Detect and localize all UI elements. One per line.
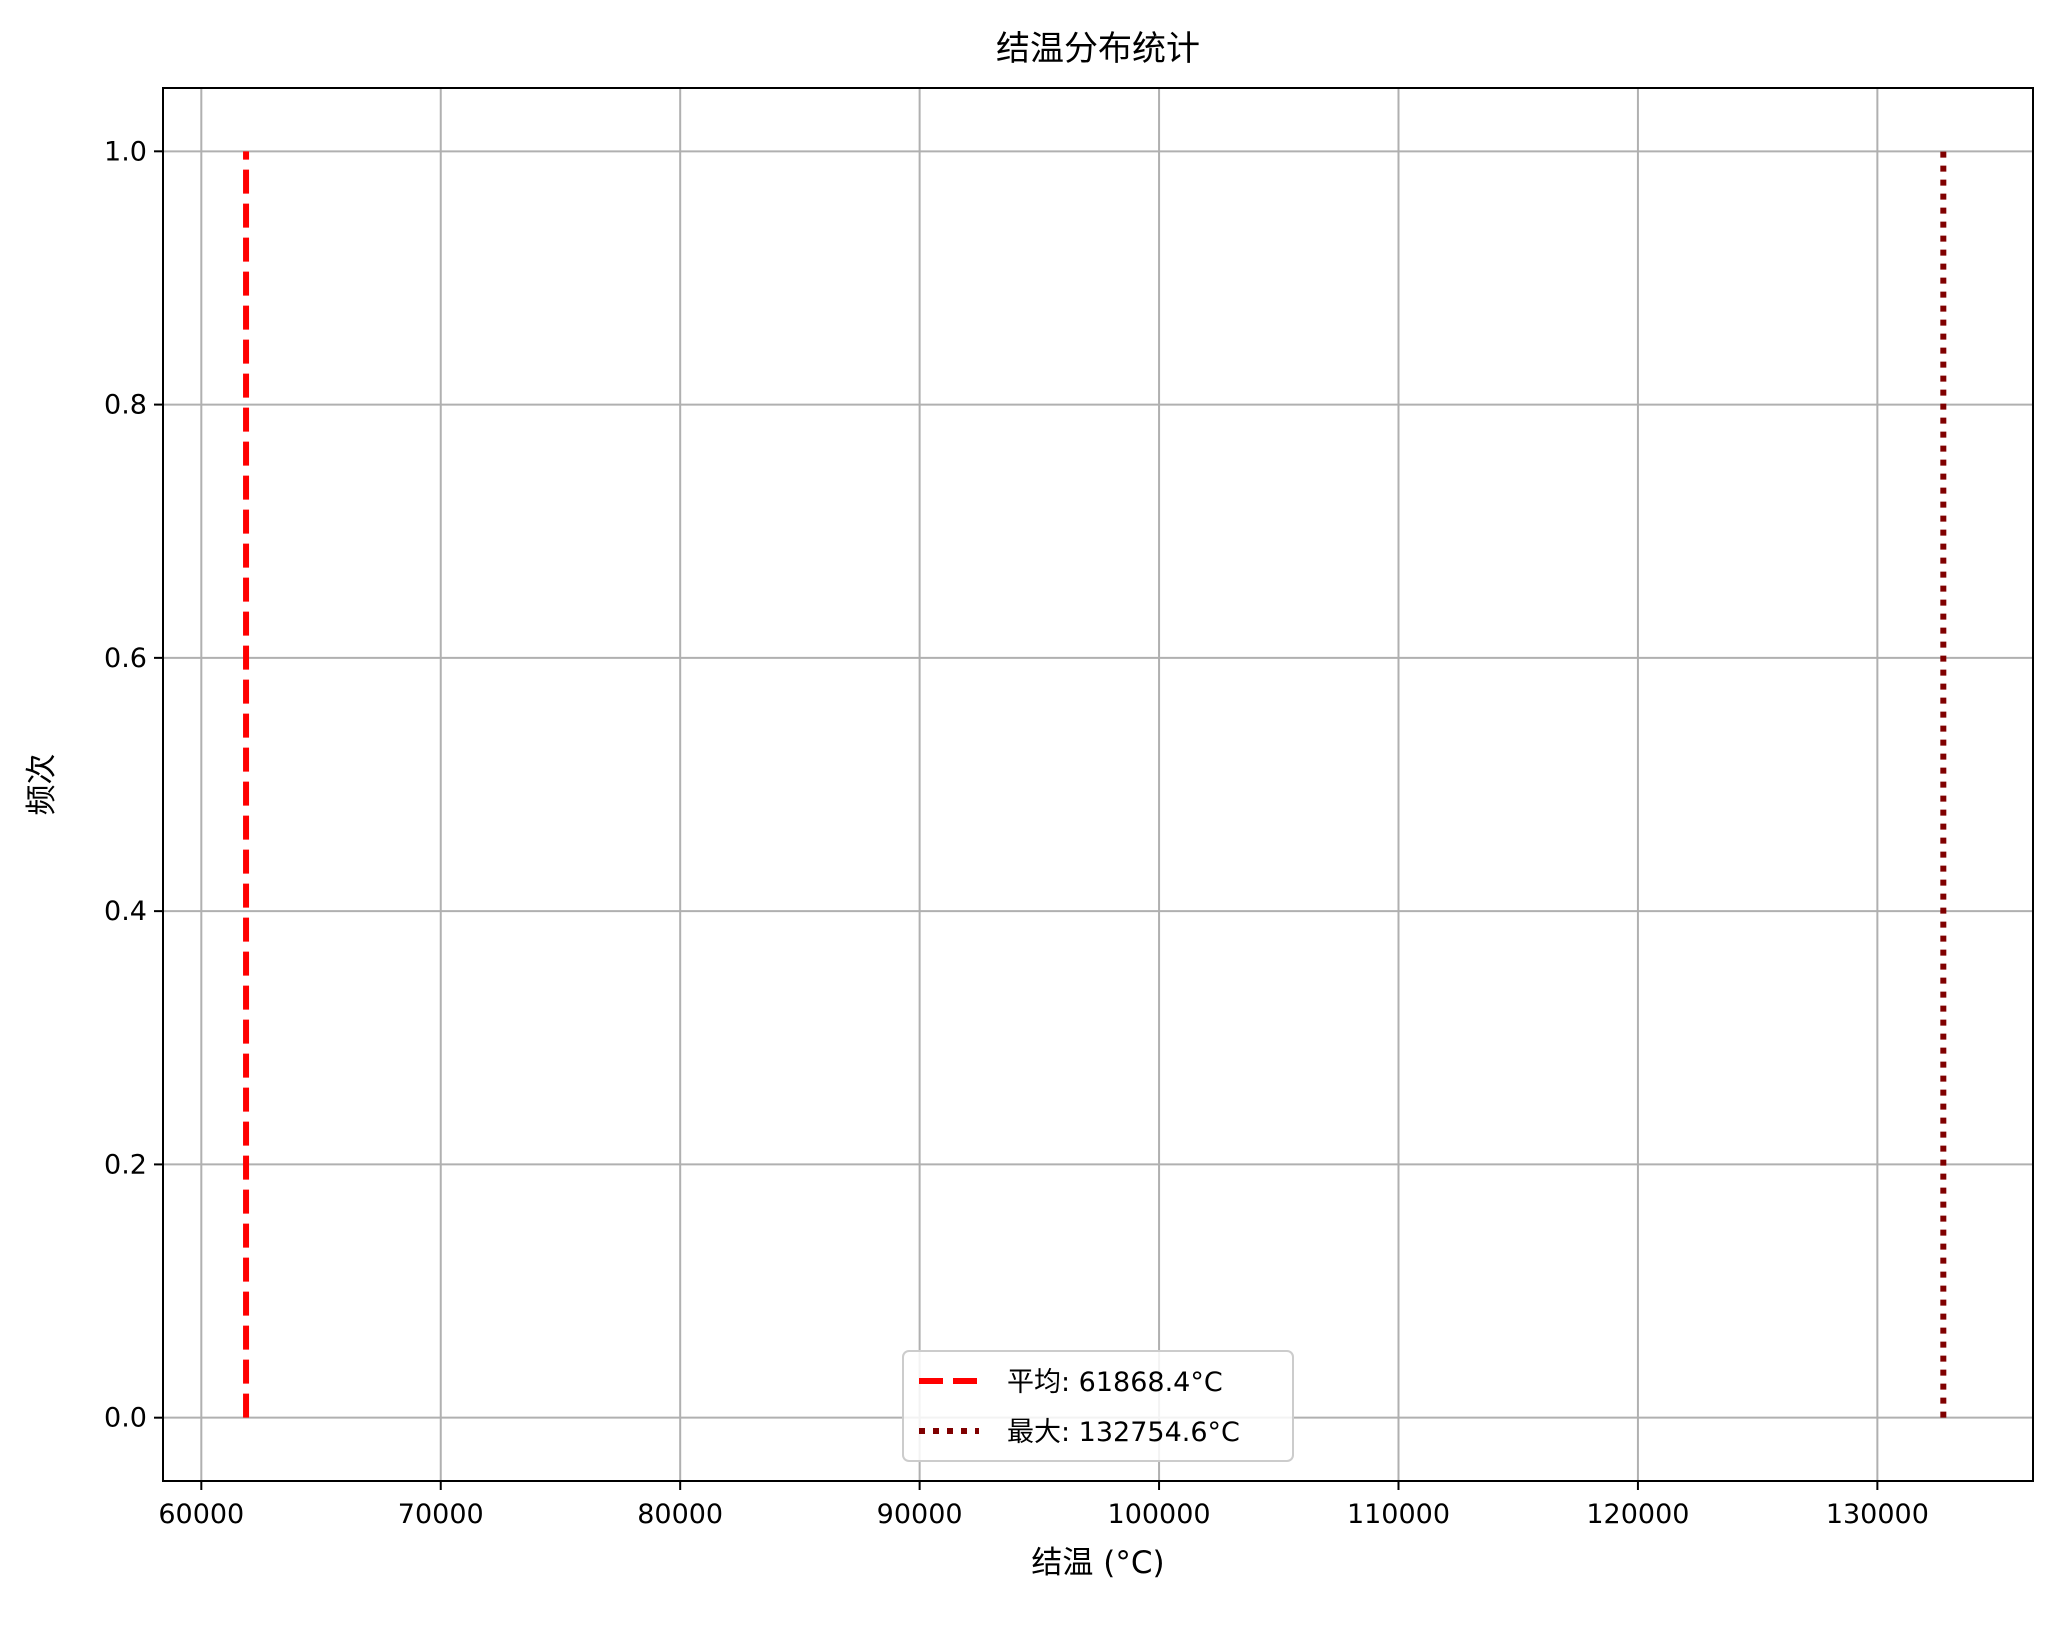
y-tick-label: 1.0	[104, 136, 147, 167]
y-tick-label: 0.8	[104, 390, 147, 421]
x-axis-label: 结温 (°C)	[1031, 1545, 1164, 1581]
chart-title: 结温分布统计	[996, 29, 1200, 69]
y-axis-label: 频次	[24, 754, 60, 816]
x-tick-label: 130000	[1826, 1499, 1929, 1530]
x-tick-label: 120000	[1586, 1499, 1689, 1530]
series-layer	[243, 151, 1947, 1418]
y-tick-label: 0.2	[104, 1149, 147, 1180]
legend-entry-2: 最大: 132754.6°C	[1007, 1417, 1240, 1448]
x-tick-label: 100000	[1108, 1499, 1211, 1530]
x-tick-label: 90000	[877, 1499, 963, 1530]
axis-ticks: 60000 70000 80000 90000 100000 110000 120000 13…	[104, 136, 1929, 1530]
legend-box	[902, 1350, 1294, 1462]
legend-entry-1: 平均: 61868.4°C	[1007, 1367, 1223, 1398]
grid-lines	[163, 88, 2033, 1481]
x-tick-label: 60000	[158, 1499, 244, 1530]
legend: 平均: 61868.4°C 最大: 132754.6°C	[902, 1350, 1294, 1462]
plot-frame	[162, 87, 2034, 1482]
x-tick-label: 80000	[637, 1499, 723, 1530]
x-tick-label: 110000	[1347, 1499, 1450, 1530]
y-tick-label: 0.6	[104, 643, 147, 674]
y-tick-label: 0.4	[104, 896, 147, 927]
y-tick-label: 0.0	[104, 1403, 147, 1434]
x-tick-label: 70000	[398, 1499, 484, 1530]
